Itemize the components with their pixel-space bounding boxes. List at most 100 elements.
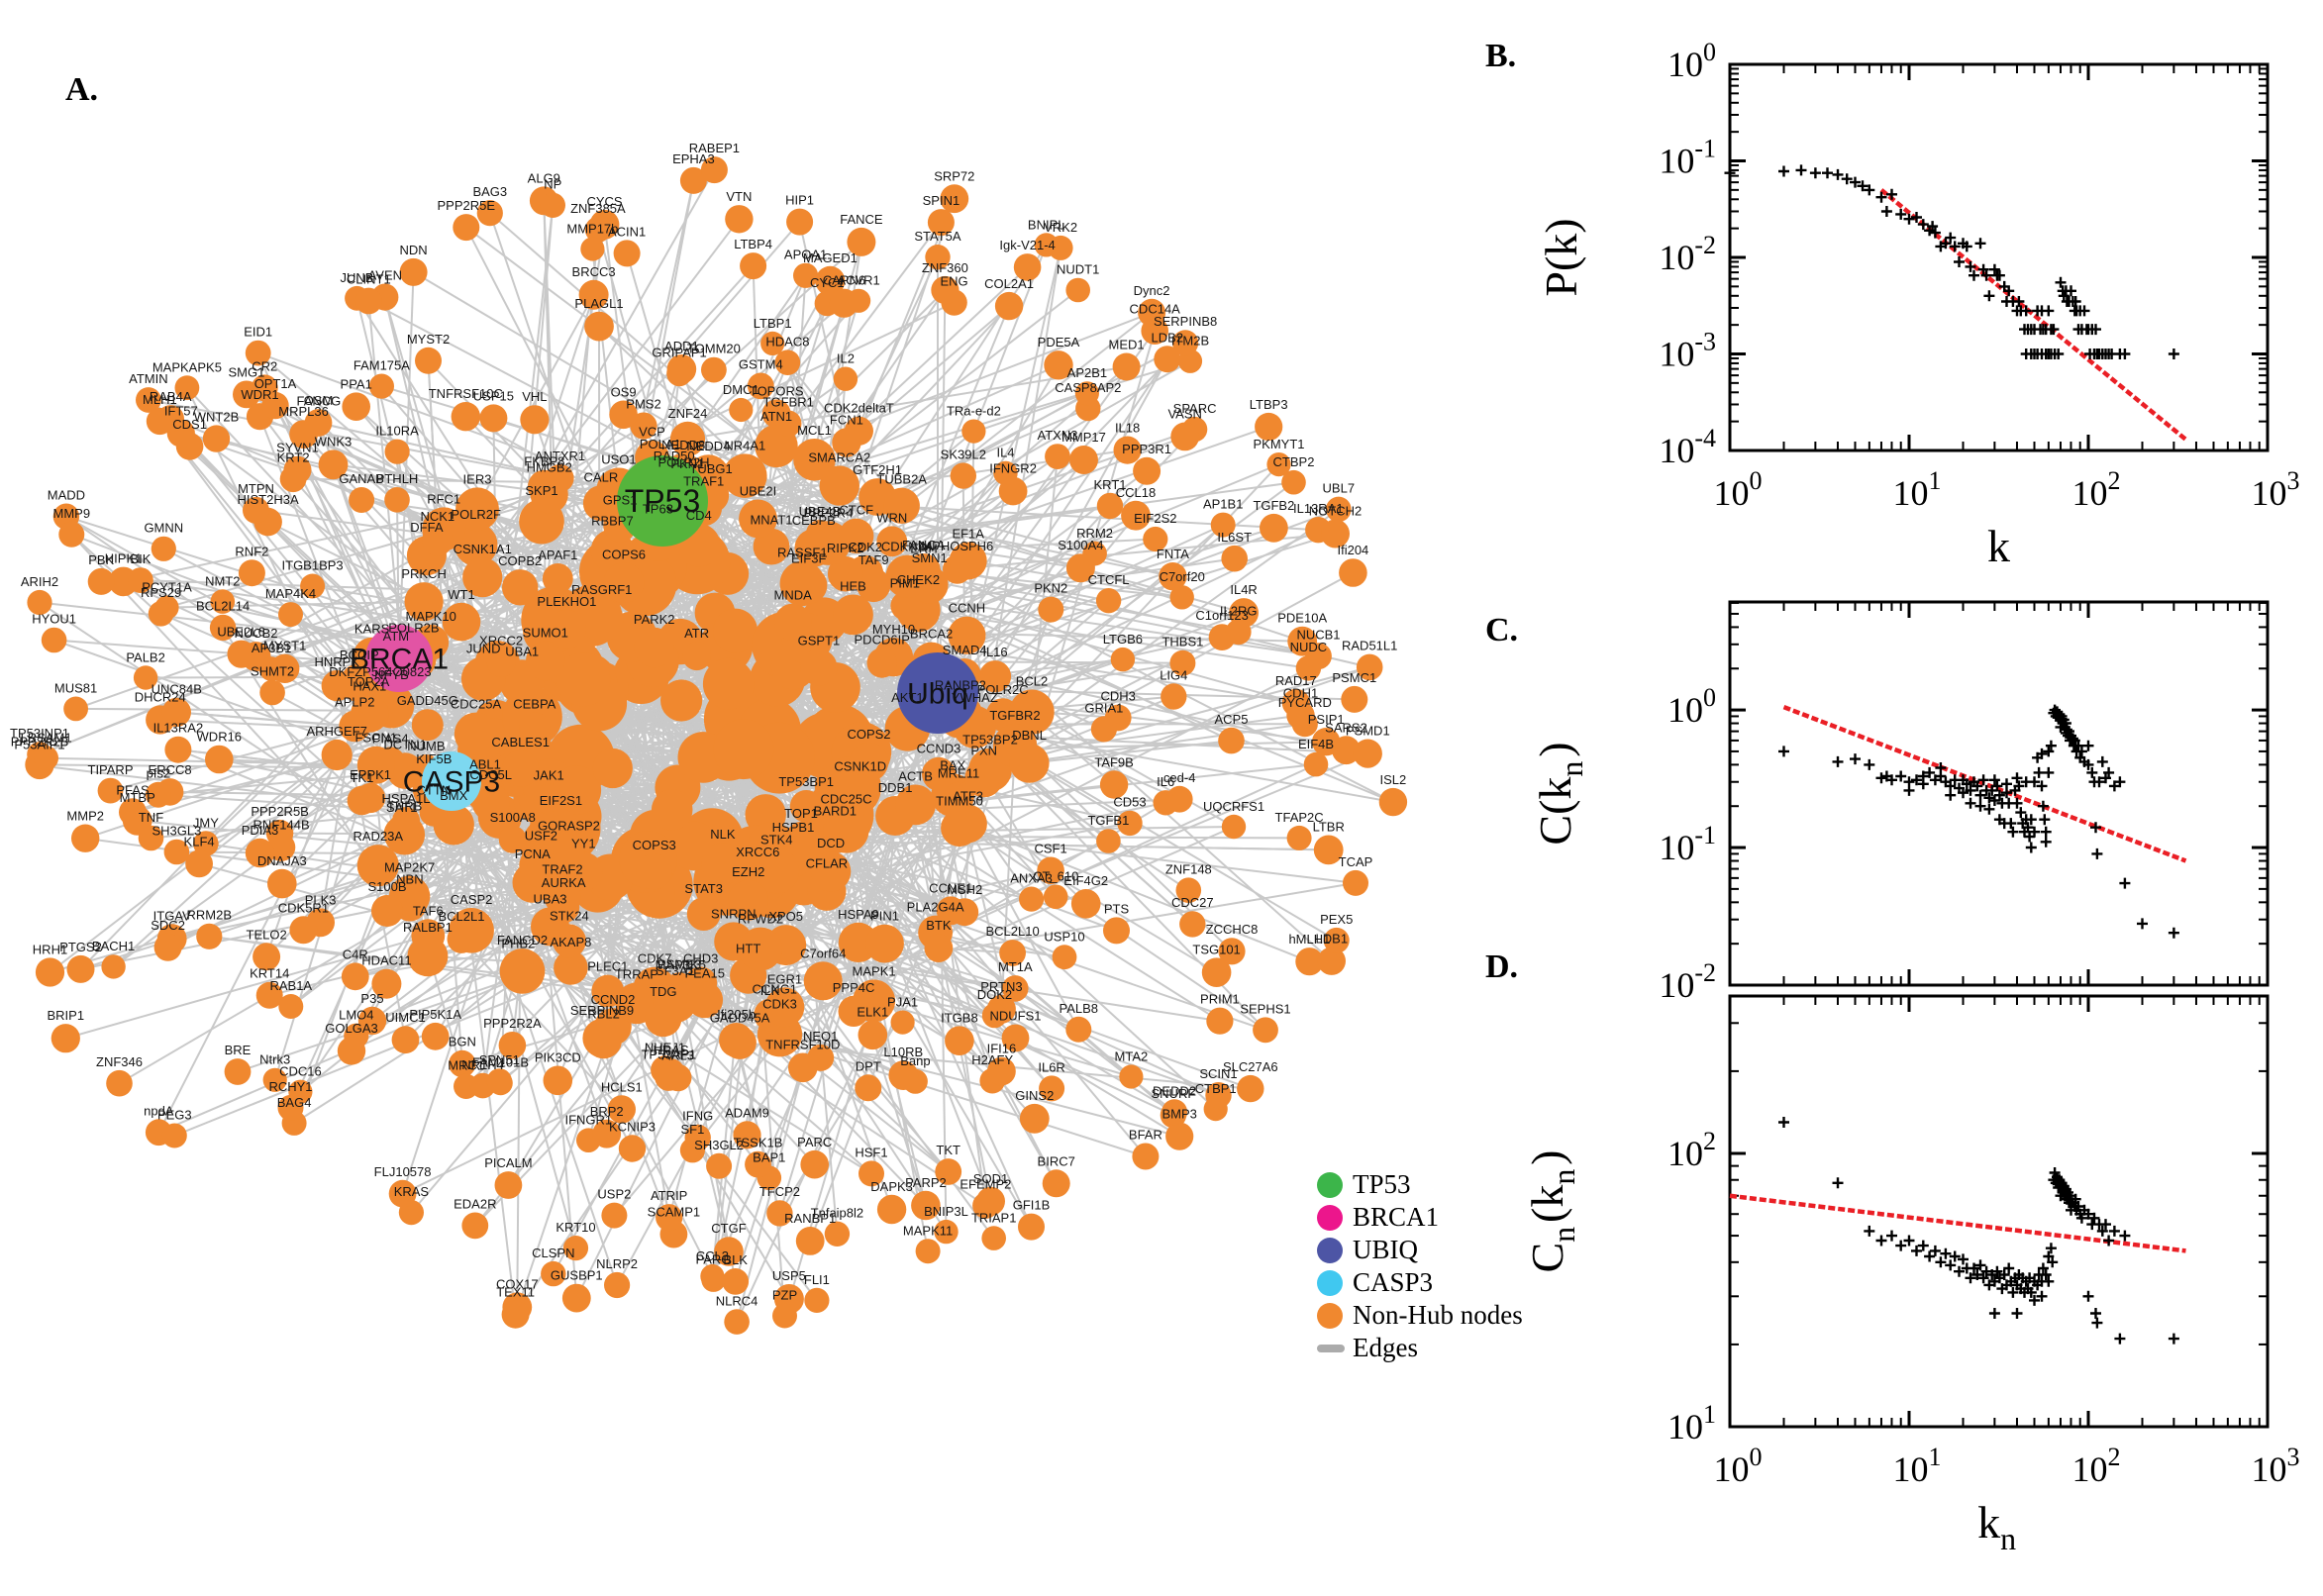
node-label: ITGB8 bbox=[941, 1010, 978, 1025]
network-node bbox=[580, 237, 605, 261]
node-label: TFAP2C bbox=[1275, 810, 1324, 825]
node-label: MYST1 bbox=[263, 639, 306, 653]
y-axis-title: Cn (kn ) bbox=[1522, 1149, 1581, 1272]
node-label: KRT10 bbox=[556, 1220, 595, 1235]
network-node bbox=[262, 1067, 287, 1092]
node-label: KIF5B bbox=[416, 751, 452, 766]
node-label: EID1 bbox=[244, 325, 272, 340]
node-label: UNC84B bbox=[152, 682, 202, 697]
casp3-swatch-icon bbox=[1317, 1269, 1343, 1296]
node-label: HDAC8 bbox=[765, 334, 809, 349]
node-label: TELO2 bbox=[247, 927, 287, 942]
network-node bbox=[849, 742, 889, 782]
network-node bbox=[950, 462, 976, 489]
network-edge bbox=[839, 305, 1010, 487]
node-label: CDK7 bbox=[638, 951, 672, 966]
node-label: AP2B1 bbox=[1067, 365, 1107, 380]
node-label: NFYB bbox=[374, 667, 409, 682]
node-label: TSG101 bbox=[1192, 942, 1240, 956]
network-node bbox=[701, 356, 727, 383]
plot-c: 100 10-1 10-2 C(kn ) bbox=[1530, 600, 2270, 1005]
node-label: CEBPA bbox=[513, 697, 556, 712]
network-node bbox=[810, 851, 852, 892]
network-node bbox=[63, 696, 88, 722]
legend-item-edges: Edges bbox=[1317, 1332, 1523, 1364]
network-node bbox=[1065, 277, 1090, 303]
node-label: BRE bbox=[225, 1043, 252, 1057]
node-label: ACP5 bbox=[1215, 712, 1249, 727]
network-node bbox=[1113, 436, 1142, 464]
node-label: NLK bbox=[710, 827, 736, 842]
network-node bbox=[471, 783, 510, 822]
node-label: FCN1 bbox=[830, 412, 863, 427]
network-node bbox=[1074, 381, 1099, 406]
network-node bbox=[1218, 727, 1245, 754]
network-node bbox=[774, 410, 802, 438]
axis-ticks bbox=[1728, 62, 2270, 452]
node-label: GSPT1 bbox=[798, 633, 841, 648]
network-node bbox=[865, 924, 904, 963]
network-node bbox=[354, 287, 382, 315]
node-label: MYH10 bbox=[872, 622, 915, 637]
network-edge bbox=[845, 829, 1003, 1010]
node-label: TK1 bbox=[350, 770, 373, 785]
node-label: FLJ10578 bbox=[374, 1164, 432, 1179]
node-label: IL6ST bbox=[1217, 530, 1252, 545]
node-label: UBL7 bbox=[1323, 481, 1356, 496]
node-label: BCL2 bbox=[1016, 674, 1049, 689]
node-label: RAD51L1 bbox=[1342, 639, 1397, 653]
network-node bbox=[415, 347, 442, 374]
network-node bbox=[210, 589, 236, 614]
node-label: MYST2 bbox=[407, 332, 450, 347]
node-label: CTCFL bbox=[1088, 572, 1130, 587]
node-label: CDK3 bbox=[762, 996, 797, 1011]
node-label: UBA1 bbox=[505, 644, 539, 658]
node-label: USP10 bbox=[1044, 929, 1084, 944]
node-label: XRCC2 bbox=[479, 633, 523, 648]
node-label: CDK2 bbox=[848, 540, 882, 554]
node-label: pfs2 bbox=[147, 766, 171, 781]
node-label: CCL18 bbox=[1116, 485, 1156, 500]
network-node bbox=[451, 402, 480, 432]
node-label: RAD50 bbox=[654, 449, 695, 463]
network-node bbox=[71, 824, 100, 852]
node-label: PPA1 bbox=[341, 376, 372, 391]
panel-b-label: B. bbox=[1485, 38, 1517, 74]
node-label: HDAC11 bbox=[361, 953, 411, 968]
node-label: HAX1 bbox=[353, 679, 386, 694]
node-label: BNIPL bbox=[1028, 217, 1065, 232]
node-label: TRAF1 bbox=[683, 474, 724, 489]
node-label: SLC27A6 bbox=[1223, 1059, 1278, 1074]
network-node bbox=[486, 1068, 512, 1094]
node-label: GADD45A bbox=[710, 1010, 770, 1025]
node-label: Ntrk3 bbox=[259, 1052, 290, 1067]
network-node bbox=[87, 567, 115, 595]
network-node bbox=[592, 1119, 622, 1148]
node-label: RNF144B bbox=[253, 818, 310, 833]
node-label: CLSPN bbox=[532, 1246, 574, 1260]
y-tick-label: 10-1 bbox=[1659, 135, 1716, 181]
network-node bbox=[148, 601, 174, 627]
node-label: CASP8AP2 bbox=[1055, 380, 1121, 395]
node-label: AKT1 bbox=[891, 690, 924, 705]
node-label: ISL2 bbox=[1380, 772, 1407, 787]
network-node bbox=[794, 529, 834, 567]
network-node bbox=[554, 950, 588, 985]
network-node bbox=[259, 679, 285, 706]
network-node bbox=[404, 582, 444, 622]
node-label: SK39L2 bbox=[941, 447, 986, 461]
node-label: RCHY1 bbox=[268, 1079, 312, 1094]
network-edge bbox=[274, 405, 400, 659]
network-node bbox=[1119, 1064, 1144, 1089]
node-label: AURKA bbox=[542, 875, 586, 890]
network-node bbox=[764, 987, 805, 1028]
network-node bbox=[1019, 886, 1045, 912]
network-node bbox=[1295, 655, 1322, 681]
node-label: ADD1 bbox=[664, 339, 699, 353]
node-label: ADAM9 bbox=[725, 1105, 769, 1120]
node-label: LRSAM1 bbox=[21, 730, 72, 745]
network-node bbox=[101, 954, 126, 979]
network-node bbox=[540, 192, 565, 218]
node-label: PPP2R5B bbox=[251, 804, 309, 819]
network-node bbox=[133, 665, 158, 690]
